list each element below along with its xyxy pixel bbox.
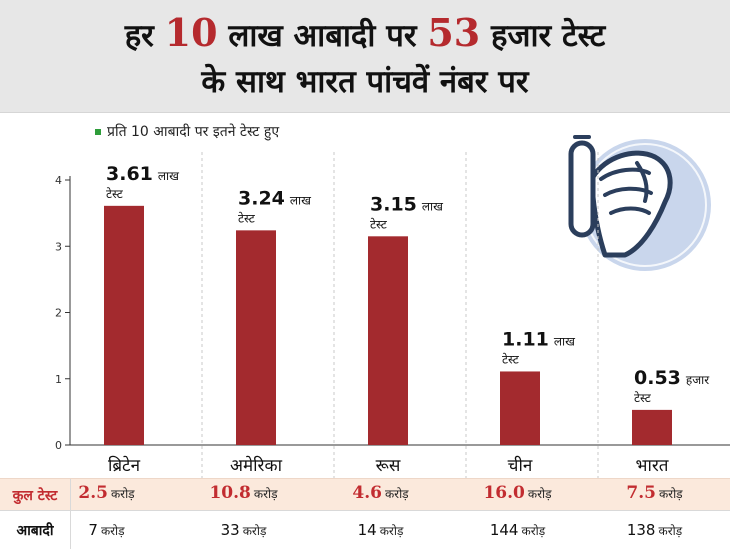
header: हर 10 लाख आबादी पर 53 हजार टेस्ट के साथ … — [0, 0, 730, 113]
column-separator — [70, 511, 71, 549]
title-number-2: 53 — [427, 10, 481, 55]
column-separator — [70, 479, 71, 511]
bar-chart: 0 1 2 3 4 3.61 लाख टेस्ट ब्रिटेन 3.24 लाख टेस्ट अमेर… — [55, 152, 730, 478]
total-tests-cell: 16.0 करोड़ — [449, 483, 586, 503]
total-tests-unit: करोड़ — [384, 487, 409, 501]
population-value: 138 — [626, 521, 656, 539]
population-value: 33 — [220, 521, 240, 539]
bar-value-sublabel: टेस्ट — [238, 211, 256, 225]
total-tests-label: कुल टेस्ट — [12, 488, 58, 504]
title-pre: हर — [124, 18, 154, 54]
total-tests-unit: करोड़ — [253, 487, 278, 501]
title-line-2: के साथ भारत पांचवें नंबर पर — [201, 64, 529, 100]
bar-value-sublabel: टेस्ट — [502, 352, 520, 366]
population-row: आबादी 7 करोड़ 33 करोड़ 14 करोड़ 144 करोड़ 13… — [0, 510, 730, 549]
title-line-1: हर 10 लाख आबादी पर 53 हजार टेस्ट — [0, 10, 730, 56]
total-tests-value: 10.8 — [209, 483, 251, 503]
total-tests-cell: 10.8 करोड़ — [175, 483, 312, 503]
y-tick-label: 0 — [55, 439, 62, 452]
y-tick-label: 1 — [55, 373, 62, 386]
population-value: 14 — [357, 521, 377, 539]
total-tests-cell: 2.5 करोड़ — [38, 483, 175, 503]
category-label: भारत — [636, 456, 669, 476]
population-unit: करोड़ — [521, 524, 546, 538]
bar-value-label: 3.15 लाख — [370, 193, 443, 215]
category-label: अमेरिका — [230, 455, 283, 476]
population-unit: करोड़ — [658, 524, 683, 538]
total-tests-unit: करोड़ — [527, 487, 552, 501]
total-tests-cell: 4.6 करोड़ — [312, 483, 449, 503]
legend-marker — [95, 129, 101, 135]
title-post: हजार टेस्ट — [491, 18, 606, 54]
population-value: 144 — [489, 521, 519, 539]
population-cell: 138 करोड़ — [586, 520, 723, 539]
population-unit: करोड़ — [379, 524, 404, 538]
bar — [368, 236, 408, 445]
total-tests-unit: करोड़ — [110, 487, 135, 501]
bar-value-sublabel: टेस्ट — [634, 391, 652, 405]
total-tests-value: 7.5 — [626, 483, 656, 503]
population-cell: 14 करोड़ — [312, 520, 449, 539]
y-tick-label: 4 — [55, 174, 62, 187]
population-cell: 7 करोड़ — [38, 520, 175, 539]
bar-value-label: 1.11 लाख — [502, 328, 575, 350]
category-label: ब्रिटेन — [108, 455, 141, 476]
bar — [500, 371, 540, 445]
bar — [632, 409, 672, 445]
legend: प्रति 10 आबादी पर इतने टेस्ट हुए — [95, 122, 279, 141]
y-tick-label: 3 — [55, 240, 62, 253]
population-value: 7 — [88, 521, 98, 539]
category-label: रूस — [376, 456, 401, 476]
total-tests-row: कुल टेस्ट 2.5 करोड़ 10.8 करोड़ 4.6 करोड़ 16… — [0, 478, 730, 511]
title-number-1: 10 — [164, 10, 218, 55]
bar — [104, 205, 144, 445]
test-tube-in-hand-icon — [545, 117, 715, 276]
total-tests-cell: 7.5 करोड़ — [586, 483, 723, 503]
population-cell: 144 करोड़ — [449, 520, 586, 539]
total-tests-value: 4.6 — [352, 483, 382, 503]
bar-value-label: 3.24 लाख — [238, 187, 311, 209]
total-tests-value: 2.5 — [78, 483, 108, 503]
legend-label: प्रति 10 आबादी पर इतने टेस्ट हुए — [107, 124, 280, 140]
population-unit: करोड़ — [100, 524, 125, 538]
total-tests-unit: करोड़ — [658, 487, 683, 501]
category-label: चीन — [508, 455, 533, 476]
bar-value-sublabel: टेस्ट — [106, 187, 124, 201]
bar-value-sublabel: टेस्ट — [370, 217, 388, 231]
y-tick-label: 2 — [55, 307, 62, 320]
total-tests-value: 16.0 — [483, 483, 525, 503]
bar-value-label: 3.61 लाख — [106, 163, 179, 185]
population-unit: करोड़ — [242, 524, 267, 538]
population-cell: 33 करोड़ — [175, 520, 312, 539]
population-label: आबादी — [16, 523, 54, 539]
bar — [236, 230, 276, 445]
title-mid: लाख आबादी पर — [228, 18, 417, 54]
bar-value-label: 0.53 हजार — [634, 367, 710, 389]
